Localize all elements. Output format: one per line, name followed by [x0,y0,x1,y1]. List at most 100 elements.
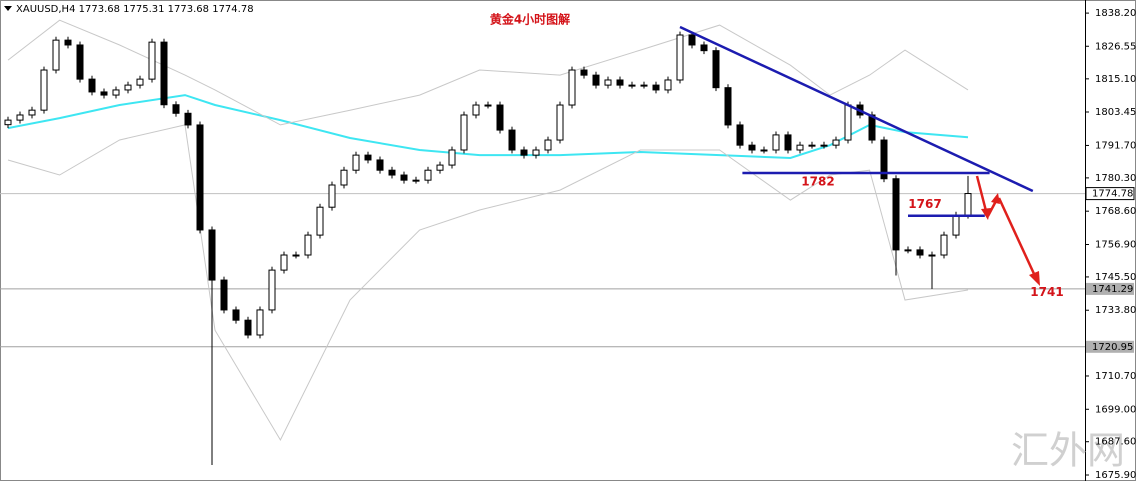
candle-body [808,144,816,147]
candle-body [892,178,900,251]
candle-body [712,50,720,89]
candle-body [244,319,252,336]
watermark: 汇外网 [1011,429,1125,473]
candle-body [880,139,888,180]
candle-body [148,41,156,80]
level-label: 1767 [908,197,941,211]
candle-body [928,254,936,257]
price-label-box [1086,340,1134,353]
y-tick-label: 1791.70 [1095,140,1136,151]
candle-body [28,109,36,116]
candle-body [784,134,792,151]
candle-body [292,254,300,257]
y-tick-label: 1838.20 [1095,8,1136,19]
candle-body [772,134,780,151]
candle-body [304,234,312,256]
candle-body [136,78,144,86]
candle-body [832,139,840,146]
candle-body [544,139,552,151]
candle-body [100,91,108,96]
candle-body [400,174,408,181]
y-tick-label: 1733.80 [1095,305,1136,316]
y-tick-label: 1699.00 [1095,404,1136,415]
candle-body [232,309,240,321]
plot-area [0,19,1085,466]
chart-title: 黄金4小时图解 [490,12,570,27]
candle-body [688,34,696,46]
candle-body [916,249,924,256]
candle-body [328,184,336,208]
arrow-head [991,193,1000,204]
candle-body [436,164,444,171]
candle-body [748,144,756,151]
arrow-head [981,208,991,220]
candle-body [64,39,72,46]
candle-body [592,74,600,86]
candle-body [160,41,168,106]
candle-body [412,179,420,182]
y-tick-label: 1710.70 [1095,371,1136,382]
y-tick-label: 1803.45 [1095,107,1136,118]
candle-body [112,89,120,96]
candle-body [760,149,768,152]
candle-body [4,119,12,126]
symbol-icon [4,6,12,11]
candle-body [208,229,216,281]
candle-body [508,129,516,151]
price-label: 1741.29 [1092,284,1133,295]
candle-body [196,124,204,231]
candle-body [664,79,672,91]
price-label: 1774.78 [1092,189,1133,200]
forecast-arrows [975,175,1040,286]
arrow [997,197,1037,277]
candle-body [676,34,684,81]
candle-body [652,84,660,91]
candle-body [496,104,504,131]
candle-body [628,84,636,87]
price-axis: 1838.20 1826.55 1815.10 1803.45 1791.70 1780.… [1085,8,1136,481]
candle-body [40,69,48,111]
candle-body [700,44,708,52]
price-label-box [1085,187,1135,201]
candle-body [340,169,348,186]
arrow [986,200,998,217]
candle-body [940,234,948,256]
candle-body [376,159,384,171]
candle-body [88,78,96,93]
candle-body [640,84,648,87]
candle-body [124,84,132,91]
candle-body [52,39,60,71]
candle-body [352,154,360,171]
candle-body [820,144,828,147]
candle-body [460,114,468,151]
candle-body [484,104,492,107]
candle-body [616,79,624,86]
candle-body [424,169,432,181]
arrow-head [1029,271,1040,286]
candle-body [532,149,540,156]
candle-body [964,193,972,216]
candle-body [844,104,852,141]
candle-body [604,79,612,86]
level-label: 1782 [801,175,834,189]
candle-body [580,69,588,76]
arrow [975,175,988,212]
price-label-box [1086,282,1134,295]
candle-body [520,149,528,156]
candle-body [736,124,744,146]
candle-body [280,254,288,271]
candle-body [220,279,228,311]
y-tick-label: 1687.60 [1095,437,1136,448]
candle-body [76,44,84,80]
price-label: 1720.95 [1092,342,1133,353]
candle-body [568,69,576,106]
candle-body [172,104,180,114]
candle-body [388,169,396,176]
y-tick-label: 1756.90 [1095,239,1136,250]
candle-body [796,144,804,151]
y-tick-label: 1745.50 [1095,272,1136,283]
chart-header: XAUUSD,H4 1773.68 1775.31 1773.68 1774.7… [16,4,254,15]
candle-body [472,104,480,116]
